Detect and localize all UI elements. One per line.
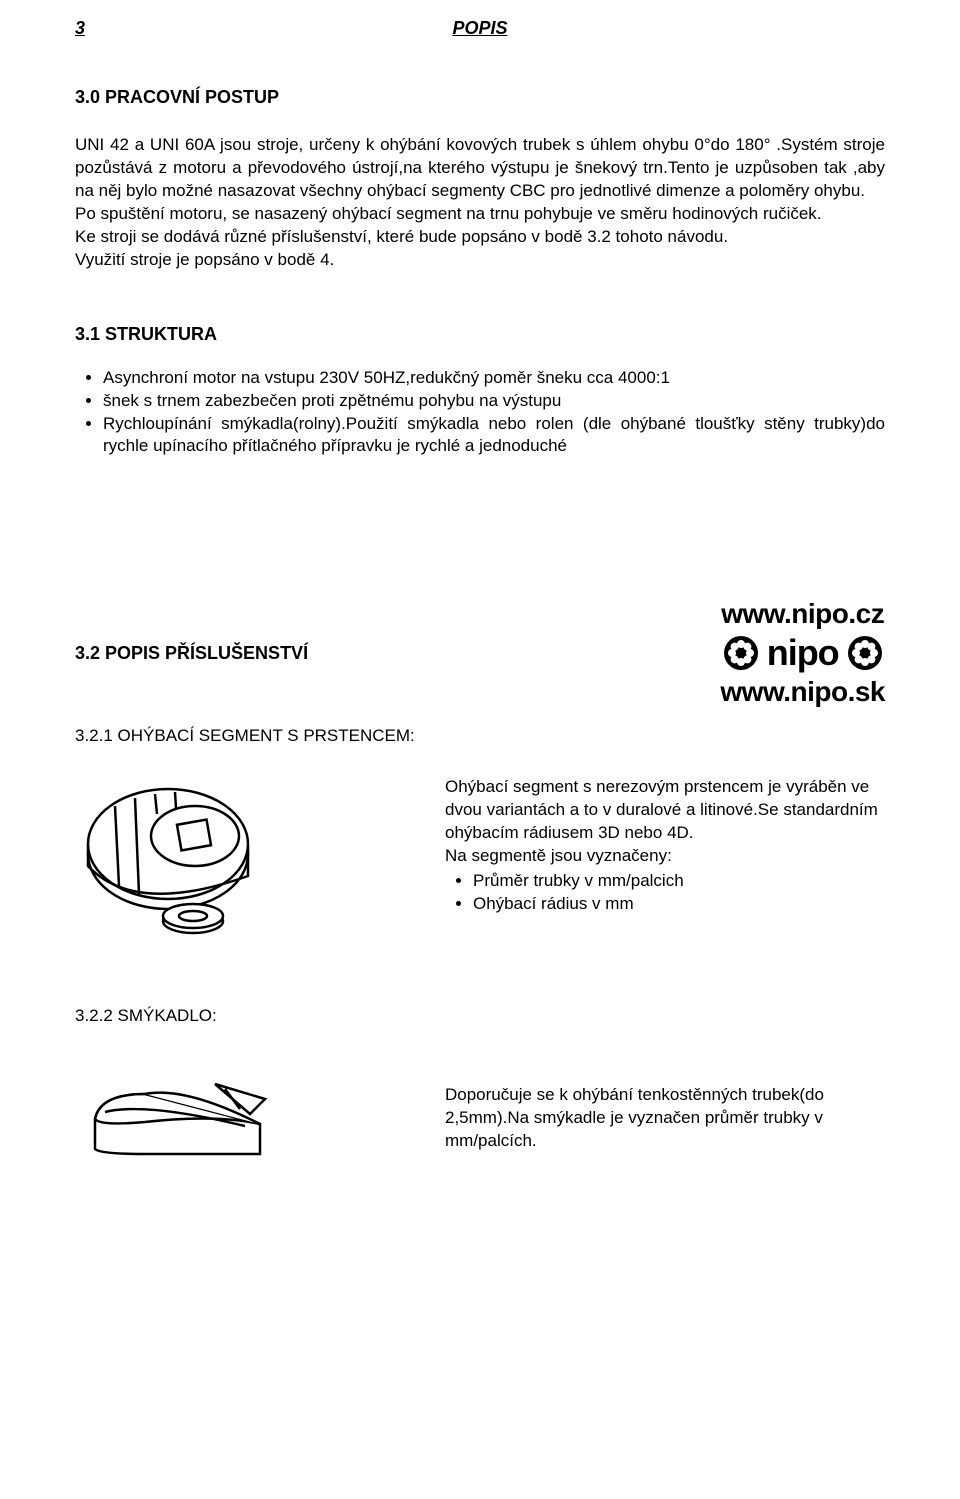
segment-row: Ohýbací segment s nerezovým prstencem je… xyxy=(75,776,885,946)
list-item: Rychloupínání smýkadla(rolny).Použití sm… xyxy=(103,413,885,459)
section-3-2-row: 3.2 POPIS PŘÍSLUŠENSTVÍ www.nipo.cz nipo xyxy=(75,598,885,708)
logo-url-cz: www.nipo.cz xyxy=(720,598,885,630)
section-title: POPIS xyxy=(85,18,875,39)
list-item: Asynchroní motor na vstupu 230V 50HZ,red… xyxy=(103,367,885,390)
logo-url-sk: www.nipo.sk xyxy=(720,676,885,708)
logo-brand-row: nipo xyxy=(720,632,885,674)
page-header: 3 POPIS 3 xyxy=(75,18,885,39)
body-3-0: UNI 42 a UNI 60A jsou stroje, určeny k o… xyxy=(75,134,885,272)
logo-brand-text: nipo xyxy=(767,632,839,674)
smykadlo-row: Doporučuje se k ohýbání tenkostěnných tr… xyxy=(75,1054,885,1184)
heading-3-1: 3.1 STRUKTURA xyxy=(75,324,885,345)
flower-icon xyxy=(723,635,759,671)
segment-text: Ohýbací segment s nerezovým prstencem je… xyxy=(445,776,885,916)
nipo-logo: www.nipo.cz nipo xyxy=(720,598,885,708)
bending-segment-illustration xyxy=(75,776,275,946)
list-item: šnek s trnem zabezbečen proti zpětnému p… xyxy=(103,390,885,413)
list-3-1: Asynchroní motor na vstupu 230V 50HZ,red… xyxy=(75,367,885,459)
flower-icon xyxy=(847,635,883,671)
heading-3-2-2: 3.2.2 SMÝKADLO: xyxy=(75,1006,885,1026)
page: 3 POPIS 3 3.0 PRACOVNÍ POSTUP UNI 42 a U… xyxy=(0,0,960,1499)
page-number: 3 xyxy=(75,18,85,39)
heading-3-2-1: 3.2.1 OHÝBACÍ SEGMENT S PRSTENCEM: xyxy=(75,726,885,746)
smykadlo-illustration xyxy=(75,1054,275,1184)
list-item: Průměr trubky v mm/palcich xyxy=(473,870,885,893)
list-item: Ohýbací rádius v mm xyxy=(473,893,885,916)
heading-3-0: 3.0 PRACOVNÍ POSTUP xyxy=(75,87,885,108)
heading-3-2: 3.2 POPIS PŘÍSLUŠENSTVÍ xyxy=(75,643,308,664)
segment-bullets: Průměr trubky v mm/palcich Ohýbací rádiu… xyxy=(445,870,885,916)
segment-paragraph: Ohýbací segment s nerezovým prstencem je… xyxy=(445,776,885,868)
smykadlo-text: Doporučuje se k ohýbání tenkostěnných tr… xyxy=(445,1054,885,1153)
